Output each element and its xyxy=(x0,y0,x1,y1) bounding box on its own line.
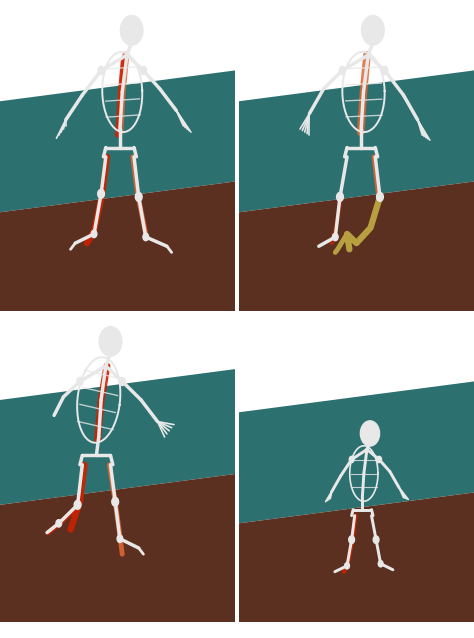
Polygon shape xyxy=(0,369,235,505)
Circle shape xyxy=(112,497,118,506)
Text: (b): (b) xyxy=(248,10,273,24)
Circle shape xyxy=(117,535,123,542)
Circle shape xyxy=(140,66,146,75)
Circle shape xyxy=(91,230,97,237)
Circle shape xyxy=(337,193,343,202)
Polygon shape xyxy=(0,70,235,212)
Circle shape xyxy=(360,421,380,446)
Circle shape xyxy=(135,193,142,202)
Circle shape xyxy=(376,193,383,202)
Circle shape xyxy=(98,66,104,75)
Circle shape xyxy=(362,15,384,45)
Circle shape xyxy=(74,500,81,509)
Circle shape xyxy=(143,234,148,241)
Circle shape xyxy=(345,563,349,569)
Polygon shape xyxy=(239,70,474,212)
Polygon shape xyxy=(0,474,235,622)
Circle shape xyxy=(119,377,125,385)
Circle shape xyxy=(98,189,104,198)
Circle shape xyxy=(56,519,62,527)
Polygon shape xyxy=(239,181,474,311)
Circle shape xyxy=(120,15,143,45)
Text: (a): (a) xyxy=(9,10,34,24)
Circle shape xyxy=(99,327,122,356)
Circle shape xyxy=(377,456,382,463)
Circle shape xyxy=(373,536,379,544)
Polygon shape xyxy=(0,181,235,311)
Circle shape xyxy=(77,377,83,385)
Polygon shape xyxy=(239,493,474,622)
Text: (c): (c) xyxy=(9,321,33,335)
Circle shape xyxy=(339,66,346,75)
Polygon shape xyxy=(239,382,474,523)
Circle shape xyxy=(349,536,355,544)
Text: (d): (d) xyxy=(248,321,273,335)
Circle shape xyxy=(382,66,388,75)
Circle shape xyxy=(349,456,354,463)
Circle shape xyxy=(332,234,338,241)
Circle shape xyxy=(378,561,383,567)
